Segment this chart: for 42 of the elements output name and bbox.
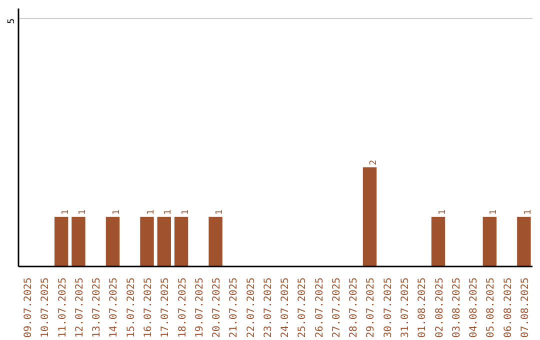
data-label: 1 xyxy=(215,209,226,215)
x-tick-label: 15.07.2025 xyxy=(126,277,137,338)
y-tick-label: 5 xyxy=(7,18,17,24)
data-label: 1 xyxy=(146,209,156,215)
x-tick-label: 01.08.2025 xyxy=(417,277,428,338)
x-tick-label: 18.07.2025 xyxy=(177,277,188,338)
x-tick-label: 31.07.2025 xyxy=(400,277,411,338)
data-label: 1 xyxy=(523,209,534,215)
x-tick-label: 02.08.2025 xyxy=(434,277,446,338)
data-label: 1 xyxy=(112,209,122,215)
x-tick-label: 14.07.2025 xyxy=(108,277,120,338)
data-label: 1 xyxy=(180,209,191,215)
x-tick-label: 28.07.2025 xyxy=(348,277,360,338)
x-tick-label: 26.07.2025 xyxy=(314,277,326,338)
x-tick-label: 21.07.2025 xyxy=(228,277,240,338)
x-tick-label: 07.08.2025 xyxy=(520,277,531,338)
x-tick-label: 11.07.2025 xyxy=(57,277,68,338)
x-tick-label: 19.07.2025 xyxy=(194,277,206,338)
x-tick-label: 10.07.2025 xyxy=(40,277,52,338)
x-tick-label: 13.07.2025 xyxy=(92,277,103,338)
x-tick-label: 30.07.2025 xyxy=(382,277,394,338)
x-tick-label: 22.07.2025 xyxy=(246,277,257,338)
x-tick-label: 17.07.2025 xyxy=(160,277,172,338)
data-label: 2 xyxy=(369,160,380,166)
x-tick-label: 05.08.2025 xyxy=(486,277,497,338)
x-tick-label: 03.08.2025 xyxy=(451,277,462,338)
x-tick-label: 04.08.2025 xyxy=(468,277,480,338)
x-tick-label: 24.07.2025 xyxy=(280,277,292,338)
data-label: 1 xyxy=(60,209,71,215)
x-tick-label: 06.08.2025 xyxy=(502,277,514,338)
x-tick-label: 20.07.2025 xyxy=(212,277,223,338)
data-label: 1 xyxy=(78,209,88,215)
x-tick-label: 27.07.2025 xyxy=(331,277,342,338)
x-tick-label: 09.07.2025 xyxy=(23,277,34,338)
x-tick-label: 29.07.2025 xyxy=(366,277,377,338)
x-tick-label: 16.07.2025 xyxy=(143,277,154,338)
data-label: 1 xyxy=(164,209,174,215)
data-label: 1 xyxy=(438,209,448,215)
x-tick-label: 12.07.2025 xyxy=(74,277,86,338)
x-tick-label: 25.07.2025 xyxy=(297,277,308,338)
x-tick-label: 23.07.2025 xyxy=(262,277,274,338)
data-label: 1 xyxy=(489,209,500,215)
